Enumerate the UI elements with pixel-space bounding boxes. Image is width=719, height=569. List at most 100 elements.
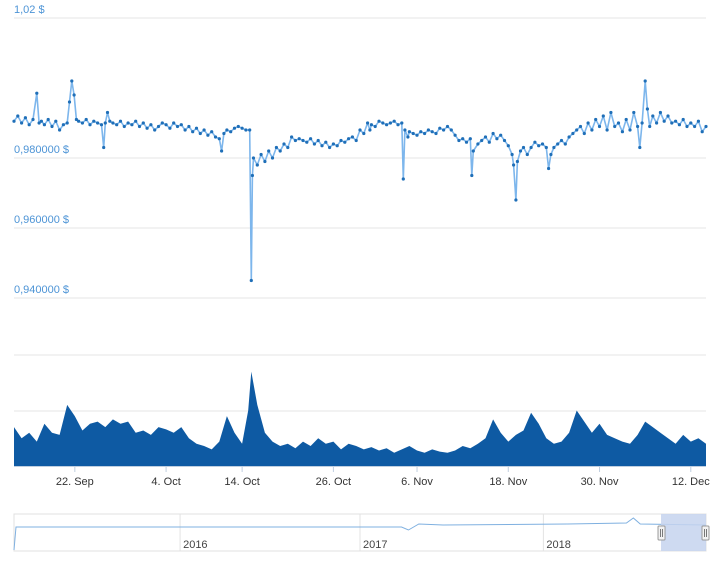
price-point-139 — [495, 137, 499, 141]
price-line — [13, 80, 707, 282]
y-tick-label: 0,940000 $ — [14, 284, 69, 296]
price-point-135 — [480, 138, 484, 143]
price-point-159 — [559, 138, 564, 143]
price-point-148 — [521, 145, 526, 150]
price-point-143 — [510, 152, 514, 157]
price-point-142 — [506, 144, 510, 148]
price-point-78 — [278, 149, 282, 153]
price-point-24 — [92, 119, 96, 123]
price-point-23 — [88, 123, 92, 127]
y-tick-label: 1,02 $ — [14, 4, 45, 16]
price-point-193 — [681, 117, 685, 122]
price-point-86 — [309, 137, 313, 141]
price-point-90 — [324, 140, 328, 144]
price-point-170 — [601, 114, 605, 118]
price-point-69 — [249, 278, 253, 283]
navigator-handle-right[interactable] — [701, 525, 710, 541]
price-point-104 — [373, 124, 377, 129]
navigator-selection[interactable] — [661, 514, 706, 551]
price-point-9 — [42, 123, 47, 127]
price-point-150 — [529, 145, 533, 150]
price-point-15 — [65, 121, 69, 125]
price-point-2 — [20, 121, 24, 125]
price-point-59 — [217, 137, 221, 141]
price-point-29 — [105, 110, 110, 115]
price-point-106 — [381, 121, 385, 125]
price-point-55 — [202, 128, 206, 132]
price-point-6 — [35, 91, 39, 95]
price-point-195 — [689, 121, 693, 125]
x-tick-label: 4. Oct — [151, 476, 180, 488]
price-point-47 — [172, 121, 176, 125]
price-point-85 — [305, 140, 309, 144]
price-point-158 — [556, 142, 560, 146]
price-point-65 — [236, 124, 240, 129]
y-axis-ticks: 1,02 $ 0,980000 $ 0,960000 $ 0,940000 $ — [14, 4, 69, 296]
price-point-198 — [700, 130, 704, 134]
price-point-5 — [31, 117, 35, 122]
price-point-80 — [286, 145, 290, 150]
price-point-153 — [540, 142, 545, 146]
price-point-187 — [658, 110, 663, 115]
navigator-year-label: 2016 — [183, 539, 207, 551]
price-point-111 — [400, 121, 404, 125]
price-point-43 — [156, 124, 161, 129]
price-point-163 — [575, 128, 579, 132]
navigator[interactable]: 2016 2017 2018 — [13, 513, 710, 552]
price-point-51 — [187, 124, 191, 129]
price-point-182 — [643, 79, 647, 83]
price-point-176 — [624, 117, 628, 122]
x-axis: 22. Sep 4. Oct 14. Oct 26. Oct 6. Nov 18. Nov… — [14, 466, 710, 488]
price-point-174 — [616, 121, 621, 125]
price-point-164 — [578, 124, 583, 129]
price-point-184 — [648, 124, 652, 129]
price-point-147 — [518, 149, 523, 153]
price-point-114 — [406, 135, 410, 139]
price-point-136 — [483, 135, 488, 139]
price-point-149 — [525, 152, 529, 157]
price-point-118 — [419, 130, 423, 134]
price-point-138 — [491, 131, 495, 136]
navigator-year-label: 2017 — [363, 539, 387, 551]
price-point-156 — [549, 152, 553, 157]
price-point-133 — [471, 149, 475, 153]
price-point-92 — [331, 142, 335, 146]
navigator-handle-left[interactable] — [657, 525, 666, 541]
volume-area — [14, 371, 706, 466]
price-point-34 — [122, 124, 126, 129]
price-point-131 — [468, 137, 472, 141]
price-point-185 — [651, 114, 655, 118]
x-tick-label: 18. Nov — [489, 476, 527, 488]
price-point-101 — [366, 121, 370, 125]
price-point-146 — [515, 159, 520, 164]
price-point-12 — [54, 119, 58, 123]
price-point-58 — [213, 135, 218, 139]
price-point-18 — [72, 93, 76, 97]
price-point-189 — [666, 114, 670, 118]
price-point-126 — [449, 128, 453, 132]
price-point-3 — [23, 116, 27, 120]
price-point-186 — [655, 121, 659, 125]
x-tick-label: 30. Nov — [581, 476, 619, 488]
price-point-141 — [502, 138, 507, 143]
price-point-66 — [240, 126, 244, 130]
price-point-140 — [499, 133, 503, 137]
price-point-117 — [415, 133, 419, 137]
price-point-87 — [312, 142, 316, 146]
price-point-108 — [388, 121, 392, 125]
price-point-128 — [457, 138, 461, 143]
price-point-37 — [134, 119, 138, 123]
price-point-97 — [350, 135, 354, 139]
price-point-181 — [640, 121, 644, 125]
price-point-61 — [222, 131, 226, 136]
price-point-35 — [126, 121, 130, 125]
price-point-81 — [290, 135, 294, 139]
price-point-98 — [354, 138, 358, 143]
price-point-121 — [430, 130, 434, 134]
price-point-40 — [145, 126, 149, 130]
price-point-7 — [37, 121, 41, 125]
price-point-94 — [339, 138, 343, 143]
price-point-22 — [84, 117, 88, 122]
price-point-130 — [464, 140, 469, 144]
